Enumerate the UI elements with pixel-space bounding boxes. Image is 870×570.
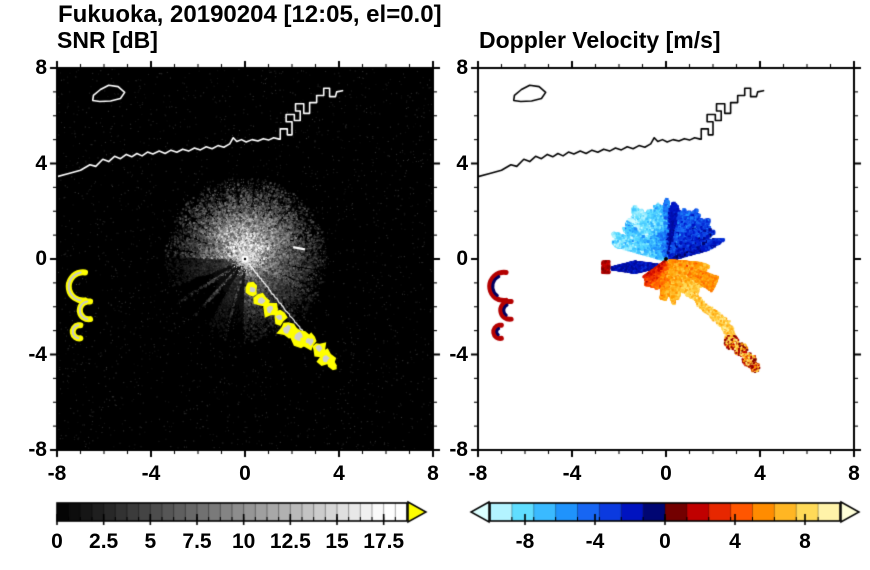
y-axis-tick-label: -8 — [28, 438, 47, 461]
colorbar-tick-label: 5 — [144, 530, 157, 553]
colorbar-tick-label: 4 — [729, 530, 741, 553]
y-axis-tick-label: 8 — [35, 56, 47, 79]
y-axis-tick-label: 8 — [456, 56, 468, 79]
colorbar-tick-label: -4 — [585, 530, 605, 553]
x-axis-tick-label: 8 — [427, 462, 439, 485]
y-axis-tick-label: 4 — [35, 151, 47, 175]
doppler-panel-subtitle: Doppler Velocity [m/s] — [479, 27, 721, 53]
y-axis-tick-label: 0 — [35, 247, 47, 270]
y-axis-tick-label: -4 — [449, 342, 468, 366]
x-axis-tick-label: 4 — [333, 462, 345, 485]
x-axis-tick-label: -4 — [141, 462, 161, 485]
colorbar-tick-label: 2.5 — [89, 530, 119, 553]
figure-title: Fukuoka, 20190204 [12:05, el=0.0] — [58, 1, 442, 28]
x-axis-tick-label: 8 — [848, 462, 860, 485]
x-axis-tick-label: -8 — [47, 462, 67, 485]
colorbar-tick-label: 12.5 — [269, 530, 311, 553]
snr-panel-subtitle: SNR [dB] — [57, 27, 158, 53]
x-axis-tick-label: 0 — [660, 462, 672, 485]
colorbar-tick-label: 0 — [51, 530, 63, 553]
colorbar-tick-label: 0 — [659, 530, 671, 553]
x-axis-tick-label: 0 — [239, 462, 251, 485]
colorbar-tick-label: -8 — [515, 530, 535, 553]
y-axis-tick-label: -4 — [28, 342, 47, 366]
colorbar-tick-label: 7.5 — [182, 530, 212, 553]
y-axis-tick-label: 0 — [456, 247, 468, 270]
x-axis-tick-label: -4 — [562, 462, 582, 485]
y-axis-tick-label: -8 — [449, 438, 468, 461]
colorbar-tick-label: 15 — [325, 530, 349, 553]
colorbar-tick-label: 10 — [231, 530, 256, 553]
y-axis-tick-label: 4 — [456, 151, 468, 175]
colorbar-tick-label: 8 — [799, 530, 811, 553]
x-axis-tick-label: 4 — [754, 462, 766, 485]
colorbar-tick-label: 17.5 — [363, 530, 405, 553]
x-axis-tick-label: -8 — [468, 462, 488, 485]
snr-colorbar-canvas — [47, 498, 457, 532]
doppler-colorbar-canvas — [460, 498, 870, 532]
doppler-plot-canvas — [468, 58, 864, 460]
snr-plot-canvas — [47, 58, 443, 460]
